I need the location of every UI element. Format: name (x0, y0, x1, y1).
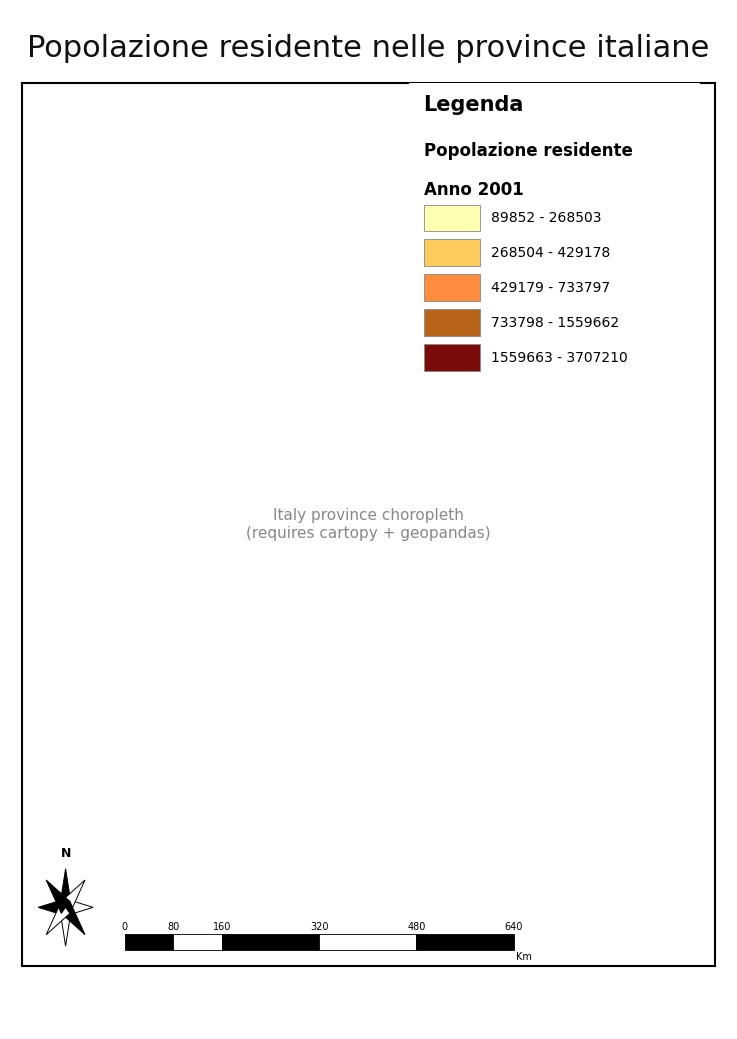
Bar (416, 934, 514, 950)
Text: 80: 80 (167, 922, 179, 932)
Text: 733798 - 1559662: 733798 - 1559662 (491, 316, 618, 329)
Polygon shape (66, 899, 93, 915)
FancyBboxPatch shape (424, 310, 481, 336)
Polygon shape (61, 901, 85, 935)
Bar (173, 934, 222, 950)
Polygon shape (46, 901, 70, 935)
Text: 160: 160 (213, 922, 231, 932)
Bar (125, 934, 173, 950)
Text: 429179 - 733797: 429179 - 733797 (491, 281, 609, 295)
FancyBboxPatch shape (424, 344, 481, 371)
Bar (319, 934, 416, 950)
Text: Italy province choropleth
(requires cartopy + geopandas): Italy province choropleth (requires cart… (246, 508, 491, 541)
FancyBboxPatch shape (424, 205, 481, 231)
Polygon shape (61, 880, 85, 913)
FancyBboxPatch shape (424, 239, 481, 266)
Text: Km: Km (516, 952, 532, 962)
Text: 320: 320 (310, 922, 328, 932)
Polygon shape (38, 899, 66, 915)
Text: 640: 640 (504, 922, 523, 932)
Text: N: N (60, 847, 71, 860)
Text: Anno 2001: Anno 2001 (424, 181, 523, 198)
Polygon shape (60, 907, 71, 947)
FancyBboxPatch shape (424, 274, 481, 301)
Bar (222, 934, 319, 950)
Text: 89852 - 268503: 89852 - 268503 (491, 211, 601, 224)
Text: 480: 480 (407, 922, 425, 932)
Text: 268504 - 429178: 268504 - 429178 (491, 246, 609, 260)
Text: Legenda: Legenda (424, 95, 524, 115)
Text: Popolazione residente nelle province italiane: Popolazione residente nelle province ita… (27, 34, 710, 63)
Polygon shape (60, 869, 71, 907)
Text: 1559663 - 3707210: 1559663 - 3707210 (491, 350, 627, 365)
Text: 0: 0 (122, 922, 128, 932)
Polygon shape (46, 880, 70, 913)
Text: Popolazione residente: Popolazione residente (424, 142, 632, 160)
